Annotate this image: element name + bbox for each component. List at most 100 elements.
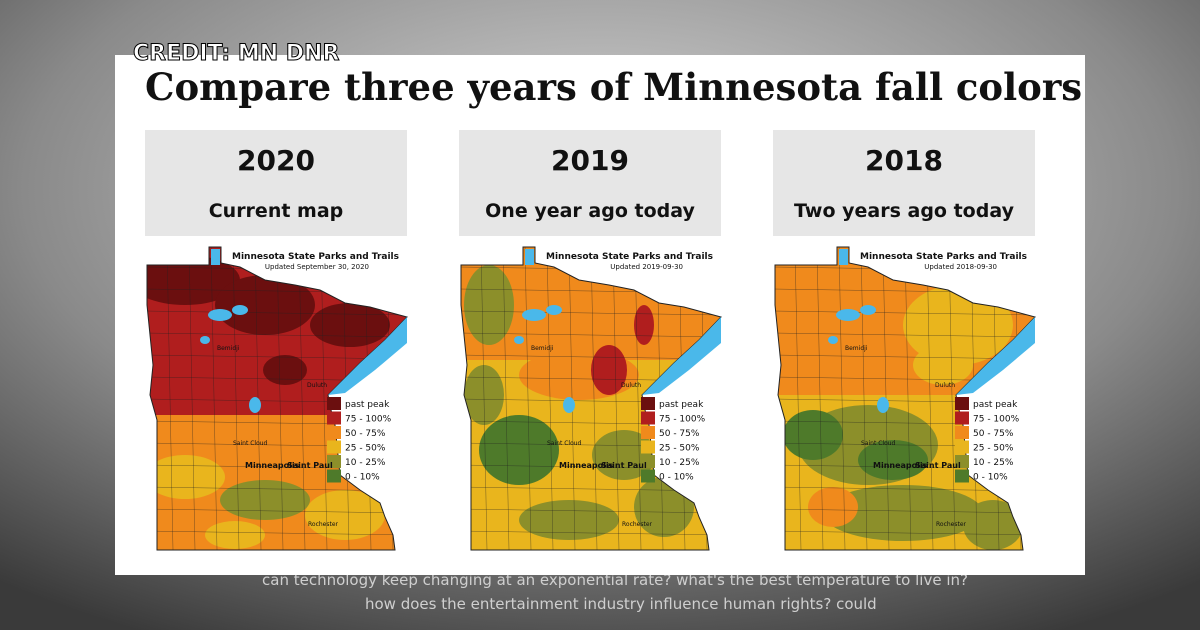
legend-label: 0 - 10% — [659, 473, 694, 483]
county-line — [461, 508, 721, 514]
lake — [563, 397, 575, 413]
lake — [232, 305, 248, 315]
city-label: Minneapolis — [559, 461, 614, 470]
county-line — [147, 310, 407, 316]
region — [913, 345, 973, 385]
lake-superior — [328, 317, 407, 395]
legend-label: 50 - 75% — [659, 429, 700, 439]
header-box — [145, 130, 407, 236]
year: 2020 — [237, 144, 315, 177]
background-text: how does the entertainment industry infl… — [365, 595, 877, 613]
legend-swatch — [641, 426, 655, 439]
legend-label: 50 - 75% — [345, 429, 386, 439]
legend-label: 10 - 25% — [659, 458, 700, 468]
county-line — [147, 332, 407, 338]
lake-superior — [956, 317, 1035, 395]
legend-label: 25 - 50% — [659, 444, 700, 454]
legend-label: 25 - 50% — [973, 444, 1014, 454]
legend-swatch — [641, 455, 655, 468]
lake — [836, 309, 860, 321]
county-line — [838, 247, 846, 550]
region — [305, 490, 385, 540]
legend-label: 50 - 75% — [973, 429, 1014, 439]
lake — [839, 249, 848, 265]
background-text: can technology keep changing at an expon… — [262, 571, 968, 589]
map-updated: Updated September 30, 2020 — [265, 263, 369, 271]
lake — [546, 305, 562, 315]
county-line — [775, 508, 1035, 514]
header-box — [773, 130, 1035, 236]
city-label: Bemidji — [845, 345, 868, 352]
city-label: Rochester — [308, 521, 339, 528]
city-label: Saint Paul — [287, 461, 333, 470]
region — [634, 305, 654, 345]
county-line — [461, 310, 721, 316]
lake — [249, 397, 261, 413]
year: 2018 — [865, 144, 943, 177]
legend-swatch — [955, 426, 969, 439]
city-label: Minneapolis — [245, 461, 300, 470]
county-line — [568, 247, 576, 550]
region — [858, 440, 928, 480]
county-line — [775, 354, 1035, 360]
city-label: Rochester — [622, 521, 653, 528]
map-title: Minnesota State Parks and Trails — [232, 252, 399, 262]
city-label: Duluth — [307, 382, 327, 389]
legend-label: past peak — [345, 400, 390, 410]
county-line — [147, 354, 407, 360]
county-line — [461, 530, 721, 536]
map-title: Minnesota State Parks and Trails — [860, 252, 1027, 262]
legend-swatch — [955, 455, 969, 468]
legend-swatch — [955, 469, 969, 483]
county-line — [816, 247, 824, 550]
county-line — [232, 247, 240, 550]
legend-swatch — [327, 440, 341, 454]
region — [215, 275, 315, 335]
county-line — [524, 247, 532, 550]
county-line — [188, 247, 196, 550]
title: Compare three years of Minnesota fall co… — [145, 65, 1082, 109]
lake — [208, 309, 232, 321]
lake — [514, 336, 524, 344]
county-line — [210, 247, 218, 550]
legend-swatch — [641, 469, 655, 483]
legend-label: 75 - 100% — [659, 415, 706, 425]
legend-swatch — [327, 455, 341, 468]
city-label: Saint Paul — [915, 461, 961, 470]
map-title: Minnesota State Parks and Trails — [546, 252, 713, 262]
county-line — [926, 247, 934, 550]
city-label: Bemidji — [217, 345, 240, 352]
county-line — [254, 247, 262, 550]
lake — [877, 397, 889, 413]
city-label: Duluth — [621, 382, 641, 389]
county-line — [480, 247, 488, 550]
lake — [522, 309, 546, 321]
subtitle: Two years ago today — [794, 200, 1015, 222]
legend-swatch — [641, 411, 655, 425]
county-line — [298, 247, 306, 550]
credit: CREDIT: MN DNR — [133, 41, 339, 66]
region — [220, 480, 310, 520]
region — [205, 521, 265, 549]
year: 2019 — [551, 144, 629, 177]
legend-swatch — [327, 411, 341, 425]
legend-swatch — [327, 397, 341, 410]
city-label: Minneapolis — [873, 461, 928, 470]
region — [263, 355, 307, 385]
county-line — [775, 310, 1035, 316]
county-line — [276, 247, 284, 550]
county-line — [147, 508, 407, 514]
county-line — [612, 247, 620, 550]
legend-swatch — [327, 426, 341, 439]
lake — [211, 249, 220, 265]
county-line — [320, 247, 328, 550]
legend-label: past peak — [973, 400, 1018, 410]
county-line — [634, 247, 642, 550]
legend-swatch — [641, 440, 655, 454]
city-label: Bemidji — [531, 345, 554, 352]
region — [519, 500, 619, 540]
map-updated: Updated 2019-09-30 — [610, 263, 683, 271]
county-line — [775, 332, 1035, 338]
legend-label: 10 - 25% — [345, 458, 386, 468]
